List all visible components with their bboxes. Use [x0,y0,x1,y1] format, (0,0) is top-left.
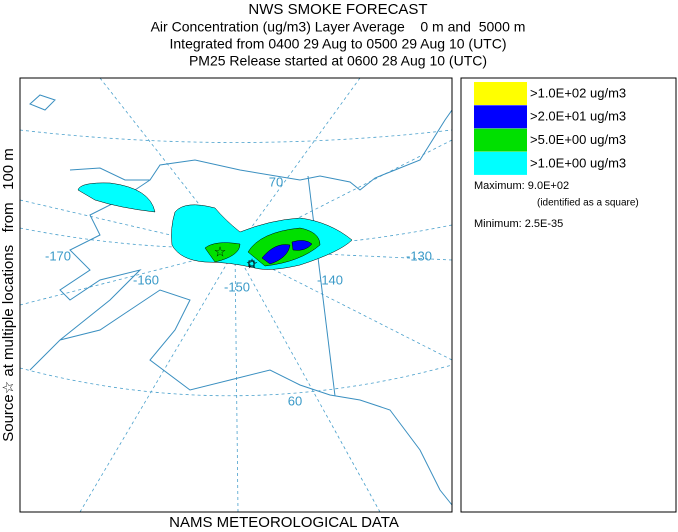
maximum-note: (identified as a square) [537,198,639,209]
subtitle: PM25 Release started at 0600 28 Aug 10 (… [189,53,487,69]
legend-label: >1.0E+00 ug/m3 [530,155,626,170]
legend-label: >2.0E+01 ug/m3 [530,109,626,124]
side-label: Source☆ at multiple locations from 100 m [0,148,17,442]
smoke-plume [77,182,156,213]
coastline [29,94,452,506]
footer: NAMS METEOROLOGICAL DATA [169,514,399,531]
minimum: Minimum: 2.5E-35 [474,218,563,230]
longitude-label: -140 [317,272,343,287]
border [307,175,336,397]
legend-swatch [474,105,527,129]
map-frame [19,77,453,513]
longitude-label: -160 [133,272,159,287]
latitude-label: 70 [269,174,283,189]
legend-label: >5.0E+00 ug/m3 [530,132,626,147]
source-marker: ☆ [214,244,227,260]
map: ☆ ☆ -170 -160 -150 -140 -130 70 60 [19,77,453,513]
legend-frame [460,77,677,513]
subtitle: Air Concentration (ug/m3) Layer Average … [151,19,526,35]
legend-swatch [474,151,527,175]
latitude-label: 60 [288,393,302,408]
maximum-marker [248,260,255,267]
subtitle: Integrated from 0400 29 Aug to 0500 29 A… [170,36,507,52]
parallel [20,129,452,397]
legend-swatch [474,82,527,105]
source-marker: ☆ [246,256,259,272]
legend: Maximum: 9.0E+02 (identified as a square… [460,77,677,513]
smoke-plume [261,240,313,265]
legend-label: >1.0E+02 ug/m3 [530,85,626,100]
longitude-label: -130 [406,248,432,263]
maximum: Maximum: 9.0E+02 [474,180,569,192]
legend-swatch [474,128,527,152]
title: NWS SMOKE FORECAST [248,1,427,18]
smoke-plume [204,227,321,267]
longitude-label: -170 [45,248,71,263]
meridian [20,78,452,512]
longitude-label: -150 [224,279,250,294]
